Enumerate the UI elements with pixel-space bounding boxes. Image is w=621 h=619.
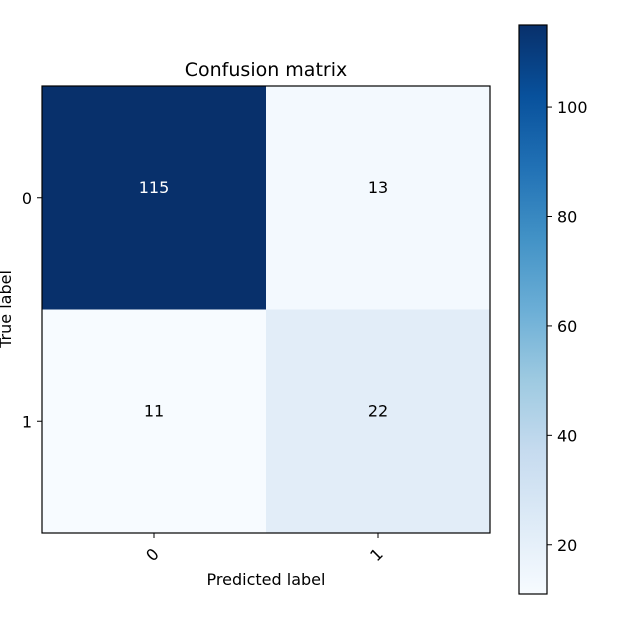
heatmap-cell-labels: 115 13 11 22 (139, 178, 388, 421)
y-axis-ticks: 01 (22, 189, 42, 431)
y-axis-label: True label (0, 270, 15, 349)
colorbar-tick-label: 20 (557, 536, 577, 555)
y-tick-label: 0 (22, 189, 32, 208)
heatmap-cell (266, 86, 490, 310)
colorbar-ticks: 20 40 60 80 100 (547, 98, 588, 555)
cell-value-label: 22 (368, 401, 388, 420)
chart-title: Confusion matrix (185, 59, 347, 81)
cell-value-label: 115 (139, 178, 170, 197)
y-tick-label: 1 (22, 412, 32, 431)
cell-value-label: 11 (144, 401, 164, 420)
colorbar-tick-label: 40 (557, 426, 577, 445)
colorbar (518, 24, 548, 595)
heatmap-cell (42, 86, 266, 310)
cell-value-label: 13 (368, 178, 388, 197)
x-tick-label: 0 (142, 544, 163, 565)
colorbar-tick-label: 80 (557, 207, 577, 226)
heatmap-cells (42, 86, 490, 533)
heatmap-cell (42, 309, 266, 533)
x-tick-label: 1 (366, 544, 387, 565)
plot-frame (41, 85, 491, 534)
heatmap-cell (266, 309, 490, 533)
colorbar-tick-label: 100 (557, 98, 588, 117)
colorbar-tick-label: 60 (557, 317, 577, 336)
x-axis-label: Predicted label (207, 570, 326, 589)
